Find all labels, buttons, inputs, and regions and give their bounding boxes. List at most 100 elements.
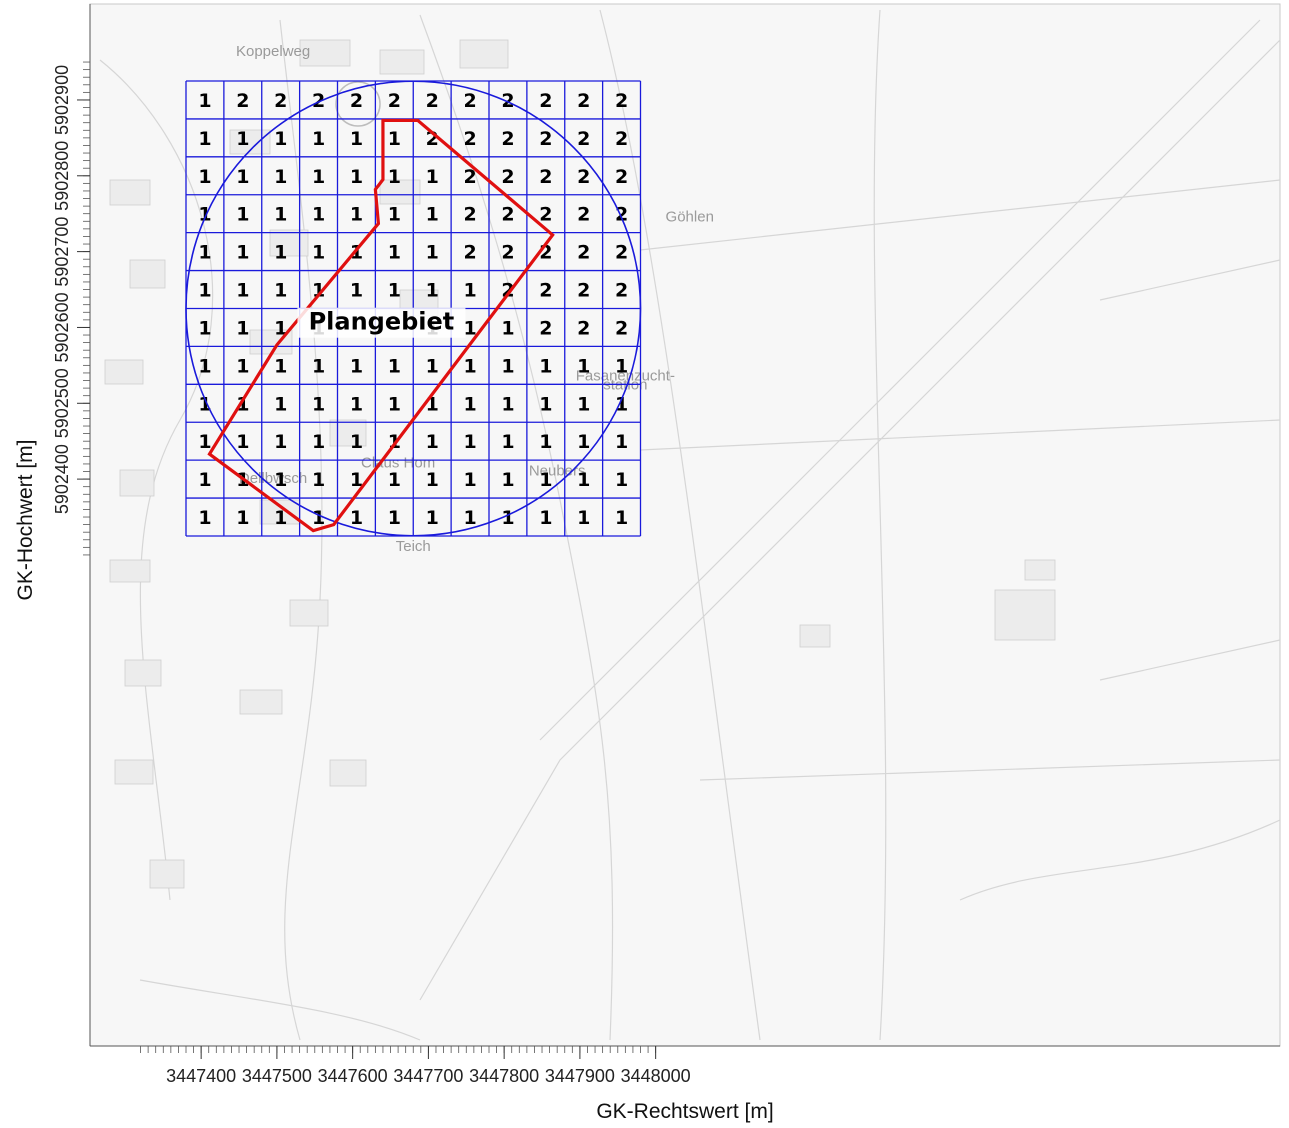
grid-cell-value: 2 (501, 128, 514, 150)
grid-cell-value: 2 (615, 90, 628, 112)
grid-cell-value: 2 (577, 166, 590, 188)
grid-cell-value: 2 (501, 204, 514, 226)
grid-cell-value: 2 (501, 90, 514, 112)
grid-cell-value: 2 (539, 90, 552, 112)
grid-cell-value: 2 (615, 280, 628, 302)
grid-cell-value: 2 (463, 242, 476, 264)
grid-cell-value: 1 (198, 242, 211, 264)
grid-cell-value: 1 (350, 166, 363, 188)
grid-cell-value: 1 (274, 166, 287, 188)
grid-cell-value: 1 (463, 317, 476, 339)
grid-cell-value: 1 (274, 242, 287, 264)
grid-cell-value: 1 (501, 393, 514, 415)
grid-cell-value: 1 (312, 393, 325, 415)
x-tick-label: 3447700 (393, 1066, 463, 1086)
grid-cell-value: 1 (312, 166, 325, 188)
grid-cell-value: 1 (539, 469, 552, 491)
grid-cell-value: 1 (274, 280, 287, 302)
grid-cell-value: 1 (350, 204, 363, 226)
grid-cell-value: 1 (539, 507, 552, 529)
grid-cell-value: 1 (501, 317, 514, 339)
grid-cell-value: 1 (501, 507, 514, 529)
grid-cell-value: 2 (539, 166, 552, 188)
x-tick-label: 3447400 (166, 1066, 236, 1086)
grid-cell-value: 1 (350, 280, 363, 302)
grid-cell-value: 1 (350, 431, 363, 453)
grid-cell-value: 1 (312, 128, 325, 150)
grid-cell-value: 1 (501, 431, 514, 453)
grid-cell-value: 1 (198, 166, 211, 188)
grid-cell-value: 2 (615, 166, 628, 188)
grid-cell-value: 1 (615, 469, 628, 491)
grid-cell-value: 1 (236, 204, 249, 226)
x-tick-labels: 3447400 3447500 3447600 3447700 3447800 34479… (166, 1066, 691, 1086)
grid-cell-value: 2 (539, 280, 552, 302)
grid-cell-value: 1 (501, 469, 514, 491)
grid-cell-value: 2 (539, 204, 552, 226)
grid-cell-value: 2 (577, 90, 590, 112)
y-minor-ticks (83, 61, 90, 556)
grid-cell-value: 1 (577, 469, 590, 491)
grid-cell-value: 2 (577, 280, 590, 302)
grid-cell-value: 1 (236, 431, 249, 453)
grid-cell-value: 1 (388, 355, 401, 377)
grid-cell-value: 1 (350, 469, 363, 491)
grid-cell-value: 1 (539, 393, 552, 415)
grid-cell-value: 1 (312, 355, 325, 377)
background-labels: Koppelweg Göhlen Claus Hom Dellbwsch Neubers… (236, 43, 714, 555)
grid-cell-value: 1 (236, 393, 249, 415)
background-label: Dellbwsch (239, 470, 307, 487)
grid-cell-value: 2 (501, 242, 514, 264)
grid-cell-value: 1 (388, 204, 401, 226)
grid-cell-value: 2 (539, 128, 552, 150)
grid-cell-value: 1 (198, 280, 211, 302)
grid-cell-value: 2 (539, 317, 552, 339)
grid-cell-value: 2 (615, 128, 628, 150)
grid-cell-value: 1 (426, 355, 439, 377)
y-axis-title: GK-Hochwert [m] (14, 439, 37, 600)
grid-cell-value: 1 (388, 128, 401, 150)
grid-cell-value: 1 (312, 507, 325, 529)
grid-cell-value: 1 (312, 431, 325, 453)
grid-cell-value: 1 (426, 507, 439, 529)
grid-cell-value: 1 (350, 393, 363, 415)
grid-cell-value: 1 (274, 469, 287, 491)
grid-cell-value: 2 (501, 166, 514, 188)
grid-cell-value: 1 (350, 507, 363, 529)
x-tick-label: 3448000 (621, 1066, 691, 1086)
grid-cell-value: 1 (198, 469, 211, 491)
plan-area-label-background (297, 307, 466, 338)
y-tick-label: 5902600 (52, 292, 72, 362)
grid-cell-value: 1 (426, 166, 439, 188)
grid-cell-value: 1 (463, 431, 476, 453)
plan-area-outline (207, 118, 555, 533)
grid-cell-value: 2 (463, 166, 476, 188)
x-tick-label: 3447600 (318, 1066, 388, 1086)
y-tick-labels: 5902400 5902500 5902600 5902700 5902800 59029… (52, 65, 72, 514)
grid-cell-value: 1 (388, 280, 401, 302)
x-tick-label: 3447900 (545, 1066, 615, 1086)
grid-cell-value: 1 (463, 469, 476, 491)
grid-cell-value: 2 (615, 242, 628, 264)
grid-cell-value: 1 (274, 355, 287, 377)
grid-cell-value: 1 (236, 507, 249, 529)
grid-cell-value: 1 (274, 204, 287, 226)
grid-cell-value: 1 (501, 355, 514, 377)
background-label: Claus Hom (361, 455, 435, 472)
grid-cell-value: 1 (236, 280, 249, 302)
grid-cell-value: 2 (463, 128, 476, 150)
grid-cell-value: 2 (426, 90, 439, 112)
grid-cell-value: 1 (236, 242, 249, 264)
grid-cell-value: 1 (274, 393, 287, 415)
grid-cell-value: 1 (463, 507, 476, 529)
grid-cell-value: 1 (388, 393, 401, 415)
background-label: Teich (396, 538, 431, 555)
grid-cell-value: 2 (577, 317, 590, 339)
y-tick-label: 5902500 (52, 368, 72, 438)
grid-cell-value: 1 (312, 242, 325, 264)
x-minor-ticks (140, 1046, 657, 1053)
y-tick-label: 5902700 (52, 217, 72, 287)
evaluation-circle (185, 80, 642, 537)
grid-cell-value: 1 (426, 204, 439, 226)
plan-area-label: Plangebiet (309, 308, 455, 336)
